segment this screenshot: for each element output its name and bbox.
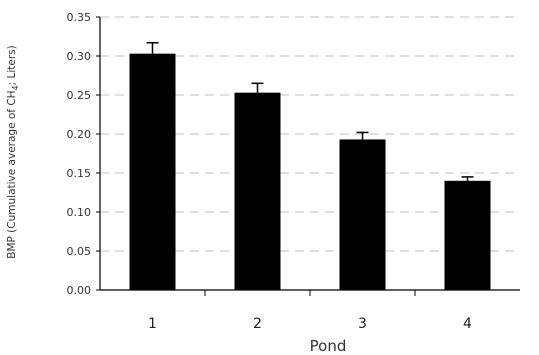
bar-3 [339, 139, 386, 290]
y-tick-label: 0.10 [67, 206, 92, 219]
y-tick-label: 0.20 [67, 128, 92, 141]
x-axis-title: Pond [310, 337, 347, 355]
y-axis-ticks: 0.00 0.05 0.10 0.15 0.20 0.25 0.30 0.35 [67, 11, 100, 297]
x-axis-ticks: 1 2 3 4 [148, 290, 472, 332]
y-tick-label: 0.30 [67, 50, 92, 63]
y-tick-label: 0.15 [67, 167, 92, 180]
bar-4 [444, 180, 491, 290]
y-axis-title: BMP (Cumulative average of CH4; Liters) [6, 45, 20, 259]
bars [129, 41, 491, 290]
y-tick-label: 0.25 [67, 89, 92, 102]
x-tick-label: 2 [253, 316, 262, 332]
x-tick-label: 4 [463, 316, 472, 332]
bar-2 [234, 92, 281, 290]
y-tick-label: 0.00 [67, 284, 92, 297]
x-tick-label: 3 [358, 316, 367, 332]
x-tick-label: 1 [148, 316, 157, 332]
y-tick-label: 0.05 [67, 245, 92, 258]
y-tick-label: 0.35 [67, 11, 92, 24]
bar-1 [129, 53, 176, 290]
